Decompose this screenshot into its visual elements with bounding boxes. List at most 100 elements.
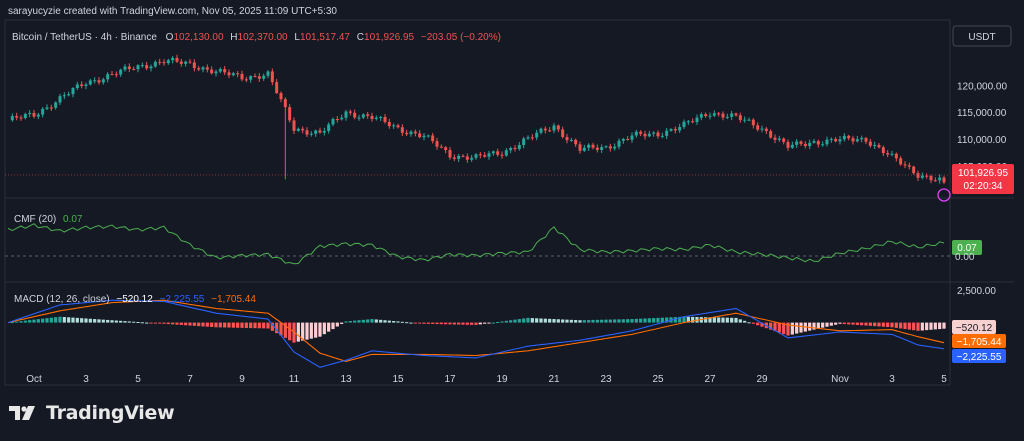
time-axis-tick: Nov [831,374,849,385]
candle-body [643,133,647,137]
macd-histogram-bar [45,318,49,323]
macd-histogram-bar [348,321,352,323]
macd-histogram-bar [413,322,417,324]
macd-hist-tag-text: −520.12 [956,323,993,334]
macd-histogram-bar [894,322,898,328]
macd-histogram-bar [19,321,23,323]
cmf-line [7,223,945,265]
macd-histogram-bar [855,322,859,325]
macd-histogram-bar [487,322,491,324]
macd-histogram-bar [890,322,894,328]
candle-body [366,114,370,116]
macd-signal-tag [952,334,1006,348]
time-axis-tick: 23 [600,374,612,385]
macd-histogram-bar [257,322,261,329]
macd-histogram-bar [322,322,326,335]
candle-body [725,116,729,118]
macd-signal-tag-text: −1,705.44 [957,337,1002,348]
candle-body [197,68,201,70]
macd-histogram-bar [162,322,166,324]
candle-body [244,79,248,81]
candle-body [873,144,877,146]
symbol-name[interactable]: Bitcoin / TetherUS · 4h · Binance [12,32,157,43]
macd-histogram-bar [569,319,573,323]
macd-histogram-bar [452,322,456,325]
macd-histogram-bar [465,322,469,325]
currency-button-bg[interactable] [952,25,1012,47]
macd-histogram-bar [370,319,374,323]
candle-body [665,130,669,136]
candle-body [153,61,157,67]
candle-body [327,124,331,132]
macd-label[interactable]: MACD (12, 26, close) [14,294,110,305]
candle-body [530,137,534,139]
macd-histogram-bar [517,319,521,323]
candle-body [938,177,942,181]
cmf-legend-value: 0.07 [63,214,83,225]
candle-body [925,175,929,177]
macd-histogram-bar [188,322,192,326]
macd-histogram-bar [717,317,721,323]
macd-histogram-bar [210,322,214,327]
candle-body [808,142,812,147]
close-value: 101,926.95 [364,32,414,43]
macd-histogram-bar [331,322,335,330]
macd-histogram-bar [673,317,677,323]
candle-body [773,137,777,140]
cmf-label[interactable]: CMF (20) [14,214,56,225]
macd-histogram-bar [301,322,305,341]
candle-body [847,135,851,139]
macd-histogram-bar [318,322,322,337]
macd-histogram-bar [335,322,339,327]
macd-histogram-bar [119,320,123,323]
candle-body [32,112,36,117]
macd-histogram-bar [262,322,266,329]
macd-histogram-bar [214,322,218,328]
price-axis-tick: 120,000.00 [957,81,1007,92]
candle-body [236,73,240,75]
macd-histogram-bar [769,322,773,330]
macd-histogram-bar [686,316,690,323]
candle-body [309,133,313,135]
macd-histogram-bar [851,322,855,325]
macd-histogram-bar [136,322,140,323]
macd-histogram-bar [249,322,253,329]
candle-body [357,117,361,119]
candle-body [474,154,478,158]
alert-marker-icon[interactable] [937,188,951,202]
macd-histogram-bar [62,317,66,323]
macd-histogram-bar [10,322,14,324]
candle-body [166,60,170,64]
macd-histogram-bar [552,319,556,323]
macd-histogram-bar [868,322,872,326]
macd-histogram-bar [396,321,400,323]
macd-histogram-bar [192,322,196,326]
candle-body [214,71,218,74]
macd-histogram-bar [816,322,820,329]
tradingview-wordmark: TradingView [46,402,175,424]
candle-body [71,88,75,95]
candle-body [158,61,162,63]
macd-histogram-bar [582,320,586,323]
currency-button[interactable]: USDT [952,25,1012,47]
macd-histogram-bar [197,322,201,327]
macd-histogram-bar [808,322,812,331]
candle-body [470,157,474,160]
tradingview-brand[interactable]: TradingView [8,402,175,424]
candle-body [400,127,404,133]
candle-body [97,80,101,83]
macd-histogram-bar [127,321,131,323]
candle-body [41,108,45,115]
candle-body [136,65,140,70]
macd-histogram-bar [864,322,868,326]
macd-histogram-bar [444,322,448,325]
macd-histogram-bar [561,319,565,323]
currency-button-label[interactable]: USDT [968,32,995,43]
candle-body [75,84,79,89]
candle-body [695,117,699,122]
macd-histogram-bar [106,319,110,323]
macd-histogram-bar [535,318,539,323]
macd-histogram-bar [903,322,907,330]
candle-body [890,153,894,155]
candle-body [149,66,153,69]
